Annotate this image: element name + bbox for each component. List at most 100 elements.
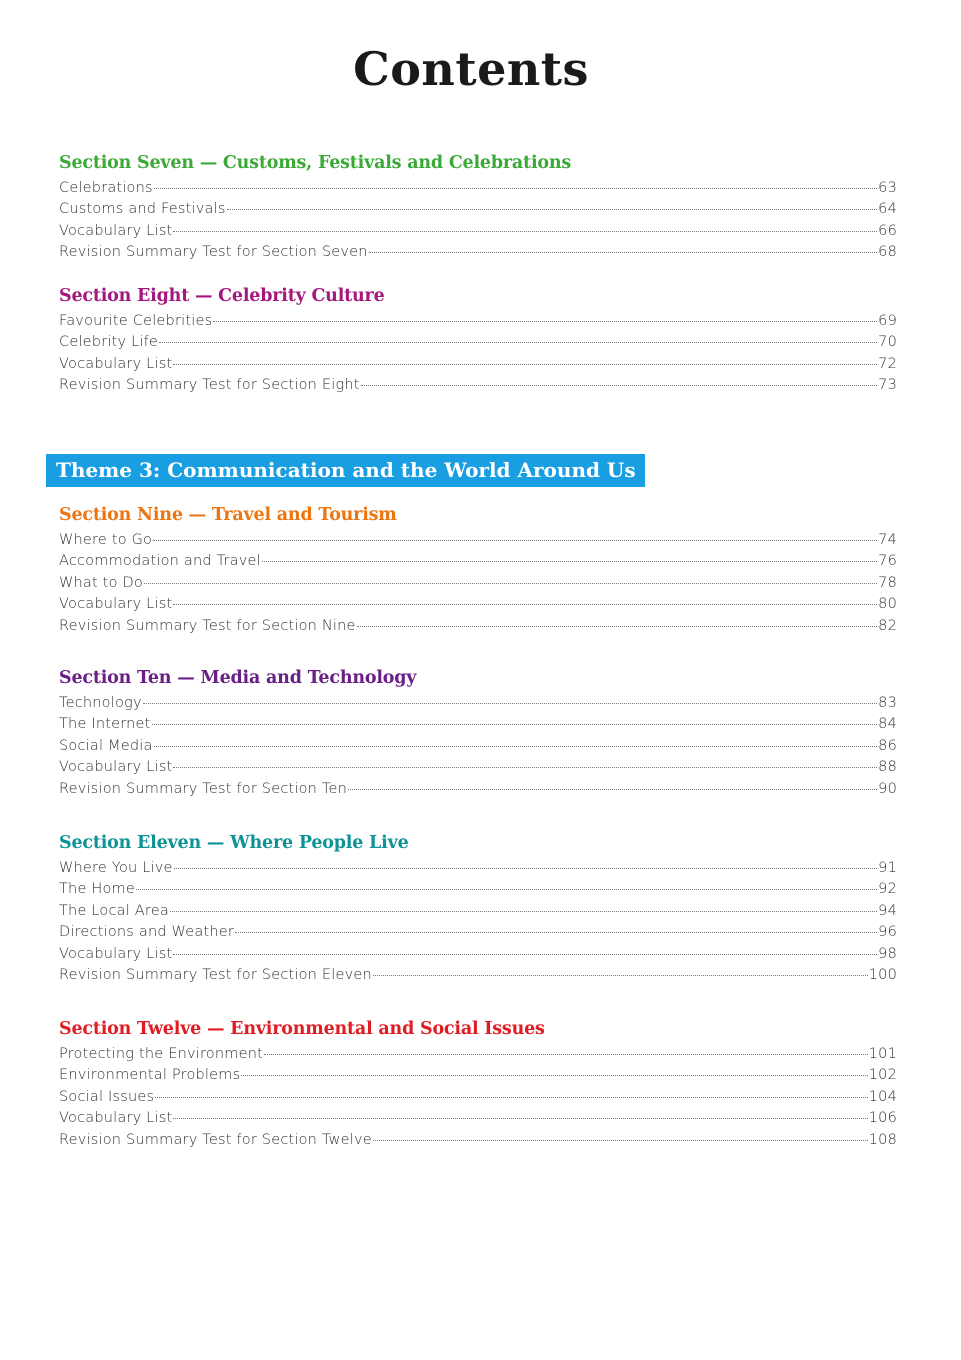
- entry-page-number: 102: [868, 1067, 897, 1084]
- entry-page-number: 83: [878, 695, 897, 711]
- entry-title: The Local Area: [59, 902, 169, 919]
- entry-page-number: 70: [878, 334, 897, 351]
- toc-entry[interactable]: Celebrity Life 70: [59, 334, 897, 355]
- dot-leader: [241, 1075, 868, 1077]
- toc-entry[interactable]: Vocabulary List 80: [59, 596, 897, 617]
- toc-entry[interactable]: Directions and Weather 96: [59, 924, 897, 945]
- entry-page-number: 98: [878, 945, 897, 962]
- toc-entry[interactable]: Vocabulary List 98: [59, 946, 897, 967]
- entry-title: Vocabulary List: [59, 355, 173, 372]
- section-heading: Section Twelve — Environmental and Socia…: [59, 1019, 545, 1039]
- entry-title: Vocabulary List: [59, 596, 173, 613]
- toc-entry[interactable]: Vocabulary List 88: [59, 759, 897, 780]
- entry-title: Revision Summary Test for Section Nine: [59, 617, 356, 634]
- section-heading: Section Ten — Media and Technology: [59, 668, 417, 688]
- entry-page-number: 74: [878, 532, 897, 548]
- section-heading: Section Seven — Customs, Festivals and C…: [59, 153, 572, 173]
- entry-page-number: 72: [878, 355, 897, 372]
- entry-page-number: 64: [878, 201, 897, 218]
- entry-page-number: 94: [878, 902, 897, 919]
- dot-leader: [368, 252, 878, 254]
- entry-page-number: 78: [878, 574, 897, 591]
- page-title: Contents: [353, 42, 589, 96]
- entry-title: Revision Summary Test for Section Twelve: [59, 1131, 372, 1148]
- dot-leader: [261, 561, 878, 563]
- toc-entry[interactable]: Revision Summary Test for Section Seven 6…: [59, 244, 897, 265]
- entry-title: Where to Go: [59, 532, 153, 548]
- section-heading: Section Nine — Travel and Tourism: [59, 505, 397, 525]
- entry-title: Vocabulary List: [59, 222, 173, 239]
- entry-page-number: 100: [868, 966, 897, 983]
- entry-title: Vocabulary List: [59, 1110, 173, 1127]
- entry-title: Where You Live: [59, 860, 173, 876]
- toc-entry[interactable]: Vocabulary List 106: [59, 1110, 897, 1131]
- toc-entry[interactable]: Social Issues 104: [59, 1089, 897, 1110]
- toc-entry[interactable]: Where to Go 74: [59, 532, 897, 553]
- dot-leader: [347, 788, 878, 790]
- dot-leader: [142, 703, 878, 704]
- entry-title: What to Do: [59, 574, 143, 591]
- entry-title: Customs and Festivals: [59, 201, 226, 218]
- toc-entry[interactable]: Protecting the Environment 101: [59, 1046, 897, 1067]
- toc-entry[interactable]: Environmental Problems 102: [59, 1067, 897, 1088]
- entry-title: Celebrity Life: [59, 334, 158, 351]
- toc-entry[interactable]: Technology 83: [59, 695, 897, 716]
- dot-leader: [173, 363, 878, 365]
- entry-page-number: 90: [878, 780, 897, 797]
- dot-leader: [372, 974, 868, 976]
- dot-leader: [169, 910, 878, 912]
- entry-page-number: 88: [878, 759, 897, 776]
- entry-title: Revision Summary Test for Section Seven: [59, 244, 368, 261]
- section-heading: Section Eleven — Where People Live: [59, 833, 409, 853]
- entry-title: Directions and Weather: [59, 924, 235, 941]
- entry-page-number: 73: [878, 377, 897, 394]
- toc-entry[interactable]: Revision Summary Test for Section Nine 82: [59, 618, 897, 639]
- toc-entry[interactable]: Accommodation and Travel 76: [59, 553, 897, 574]
- toc-entry[interactable]: Celebrations 63: [59, 180, 897, 201]
- toc-entry[interactable]: Where You Live 91: [59, 860, 897, 881]
- entry-title: Revision Summary Test for Section Eight: [59, 377, 360, 394]
- entry-title: Revision Summary Test for Section Eleven: [59, 966, 372, 983]
- toc-entry[interactable]: Customs and Festivals 64: [59, 201, 897, 222]
- toc-entry[interactable]: Social Media 86: [59, 738, 897, 759]
- section: Section Ten — Media and Technology Techno…: [59, 666, 897, 802]
- entry-title: Technology: [59, 695, 142, 711]
- dot-leader: [153, 188, 878, 189]
- toc-entry[interactable]: Revision Summary Test for Section Eleven…: [59, 967, 897, 988]
- theme-banner: Theme 3: Communication and the World Aro…: [46, 454, 645, 487]
- toc-entry[interactable]: Revision Summary Test for Section Eight 7…: [59, 377, 897, 398]
- entry-page-number: 80: [878, 596, 897, 613]
- toc-entry[interactable]: Vocabulary List 72: [59, 356, 897, 377]
- entry-page-number: 63: [878, 180, 897, 196]
- toc-entry[interactable]: The Internet 84: [59, 716, 897, 737]
- toc-entry[interactable]: Vocabulary List 66: [59, 223, 897, 244]
- section: Section Seven — Customs, Festivals and C…: [59, 151, 897, 266]
- entry-title: Accommodation and Travel: [59, 553, 261, 570]
- dot-leader: [151, 724, 878, 726]
- toc-entry[interactable]: The Local Area 94: [59, 903, 897, 924]
- entry-title: The Home: [59, 881, 135, 898]
- toc-entry[interactable]: Revision Summary Test for Section Ten 90: [59, 781, 897, 802]
- dot-leader: [213, 321, 878, 322]
- entry-title: Protecting the Environment: [59, 1046, 263, 1062]
- dot-leader: [264, 1054, 868, 1055]
- toc-entry[interactable]: Revision Summary Test for Section Twelve…: [59, 1132, 897, 1153]
- dot-leader: [235, 932, 878, 934]
- entry-page-number: 106: [868, 1110, 897, 1127]
- entry-page-number: 84: [878, 716, 897, 733]
- entry-page-number: 96: [878, 924, 897, 941]
- entry-title: Environmental Problems: [59, 1067, 241, 1084]
- entry-page-number: 86: [878, 737, 897, 754]
- dot-leader: [360, 385, 878, 387]
- entry-page-number: 82: [878, 617, 897, 634]
- dot-leader: [153, 540, 878, 541]
- section: Section Eleven — Where People Live Where …: [59, 831, 897, 988]
- toc-entry[interactable]: What to Do 78: [59, 575, 897, 596]
- dot-leader: [136, 889, 878, 891]
- toc-entry[interactable]: Favourite Celebrities 69: [59, 313, 897, 334]
- dot-leader: [143, 582, 878, 584]
- section-heading: Section Eight — Celebrity Culture: [59, 286, 385, 306]
- dot-leader: [159, 342, 878, 344]
- toc-entry[interactable]: The Home 92: [59, 881, 897, 902]
- entry-title: The Internet: [59, 716, 151, 733]
